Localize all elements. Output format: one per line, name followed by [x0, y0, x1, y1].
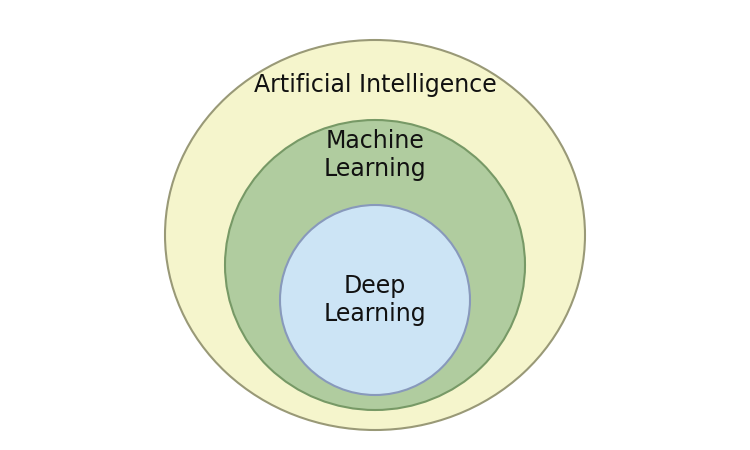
Ellipse shape — [165, 40, 585, 430]
Text: Machine
Learning: Machine Learning — [324, 129, 426, 181]
Text: Deep
Learning: Deep Learning — [324, 274, 426, 326]
Text: Artificial Intelligence: Artificial Intelligence — [254, 73, 496, 97]
Ellipse shape — [280, 205, 470, 395]
Ellipse shape — [225, 120, 525, 410]
